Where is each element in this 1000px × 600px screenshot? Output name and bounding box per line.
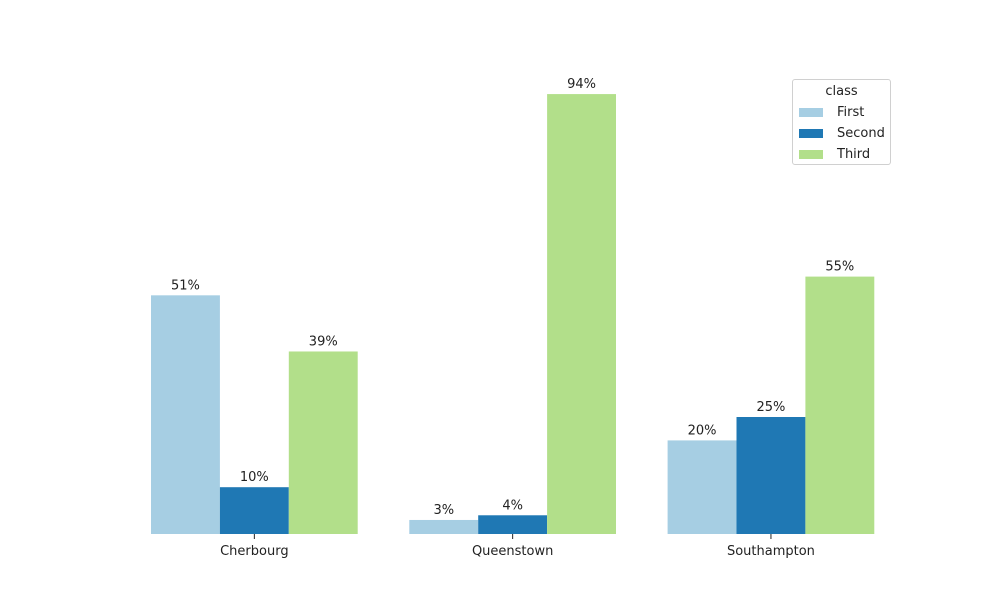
bar-queenstown-second xyxy=(478,515,548,534)
legend: class First Second Third xyxy=(792,79,891,165)
legend-swatch-second xyxy=(799,128,823,138)
data-label-cherbourg-first: 51% xyxy=(171,278,200,293)
data-label-southampton-third: 55% xyxy=(825,260,854,275)
legend-title: class xyxy=(825,84,858,99)
bar-cherbourg-third xyxy=(288,351,358,534)
data-label-queenstown-first: 3% xyxy=(433,503,454,518)
data-label-southampton-first: 20% xyxy=(688,423,717,438)
legend-swatch-first xyxy=(799,107,823,117)
legend-item-third: Third xyxy=(799,146,870,162)
data-label-southampton-second: 25% xyxy=(756,400,785,415)
legend-item-first: First xyxy=(799,104,864,120)
data-labels-layer: 51% 10% 39% 3% 4% 94% 20% 25% 55% xyxy=(171,77,854,518)
data-label-cherbourg-third: 39% xyxy=(309,334,338,349)
x-tick-label-cherbourg: Cherbourg xyxy=(220,544,288,559)
legend-label-first: First xyxy=(837,104,865,120)
legend-label-second: Second xyxy=(837,125,885,141)
legend-swatch-third xyxy=(799,149,823,159)
bar-cherbourg-second xyxy=(219,487,289,534)
legend-label-third: Third xyxy=(837,146,871,162)
bar-southampton-first xyxy=(667,440,737,534)
x-tick-label-queenstown: Queenstown xyxy=(472,544,553,559)
bar-southampton-second xyxy=(736,417,806,534)
legend-item-second: Second xyxy=(799,125,885,141)
x-tick-label-southampton: Southampton xyxy=(727,544,815,559)
bars-layer xyxy=(151,94,875,534)
bar-queenstown-third xyxy=(547,94,616,534)
data-label-queenstown-third: 94% xyxy=(567,77,596,92)
x-axis-ticks: Cherbourg Queenstown Southampton xyxy=(220,534,815,559)
bar-southampton-third xyxy=(805,276,875,534)
bar-cherbourg-first xyxy=(151,295,220,534)
data-label-cherbourg-second: 10% xyxy=(240,470,269,485)
bar-queenstown-first xyxy=(409,519,479,534)
data-label-queenstown-second: 4% xyxy=(502,498,523,513)
